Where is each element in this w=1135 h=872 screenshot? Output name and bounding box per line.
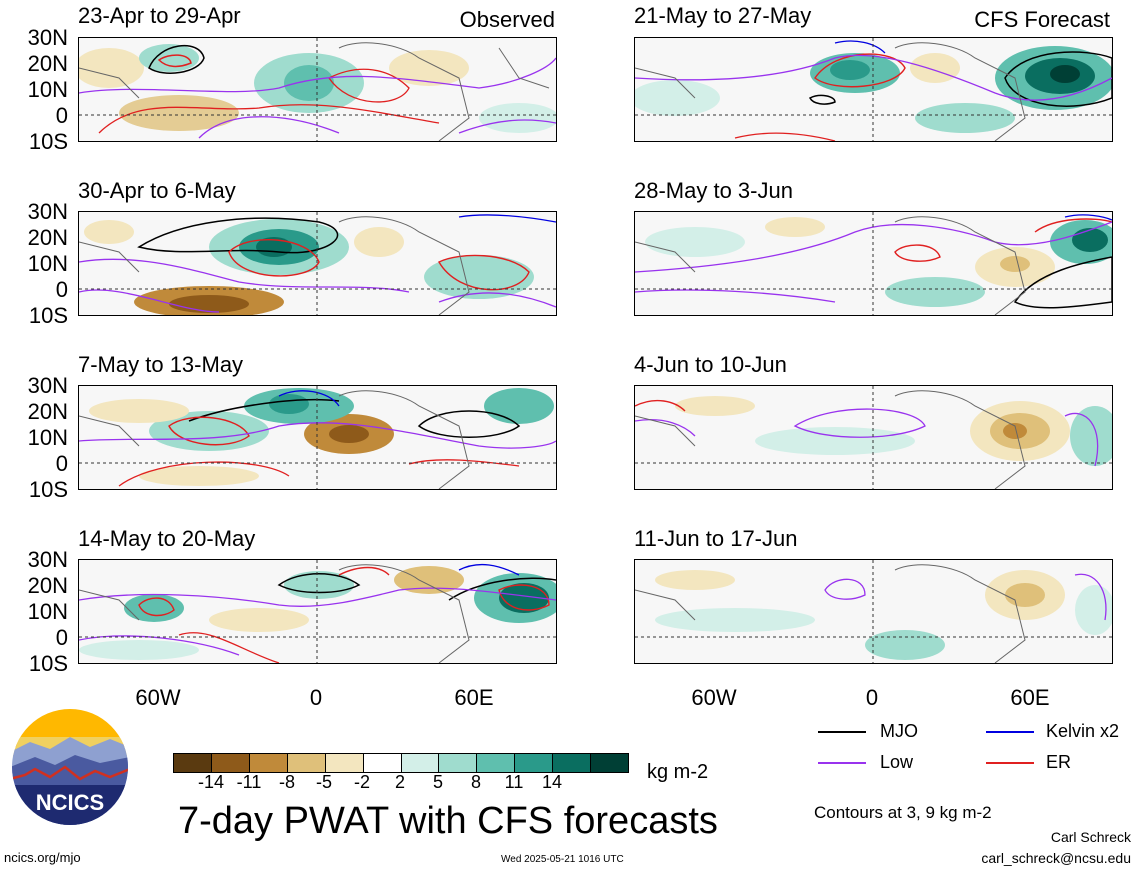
lon-label: 0 xyxy=(309,685,323,710)
colorbar-swatch xyxy=(248,754,287,772)
contours-note: Contours at 3, 9 kg m-2 xyxy=(814,803,992,822)
panel-title-5: 21-May to 27-May xyxy=(634,3,812,28)
lat-label: 30N xyxy=(27,373,68,398)
logo-emblem-icon: NCICS xyxy=(12,709,128,825)
footer-site-link[interactable]: ncics.org/mjo xyxy=(4,850,81,865)
legend-label-mjo: MJO xyxy=(880,721,918,741)
colorbar-tick-label: 8 xyxy=(470,772,481,792)
lat-label: 10N xyxy=(27,599,68,624)
map-plot xyxy=(635,386,1112,489)
lat-label: 10S xyxy=(28,303,68,328)
colorbar-swatch xyxy=(362,754,401,772)
panel-title-3: 7-May to 13-May xyxy=(78,352,244,377)
lat-label: 0 xyxy=(55,451,68,476)
colorbar-swatch xyxy=(210,754,249,772)
lat-label: 0 xyxy=(55,103,68,128)
colorbar-tick-label: 14 xyxy=(541,772,563,792)
colorbar-tick-label: -8 xyxy=(278,772,295,792)
lat-label: 10S xyxy=(28,651,68,676)
lon-label: 60W xyxy=(135,685,181,710)
lat-label: 10N xyxy=(27,251,68,276)
colorbar-tick-label: -5 xyxy=(315,772,332,792)
footer-author: Carl Schreck xyxy=(1050,829,1131,845)
lon-label: 0 xyxy=(865,685,879,710)
colorbar-swatch xyxy=(476,754,515,772)
legend-swatch-mjo xyxy=(818,731,866,733)
logo-text: NCICS xyxy=(36,790,104,815)
colorbar-tick-label: 2 xyxy=(394,772,405,792)
panel-title-2: 30-Apr to 6-May xyxy=(78,178,236,203)
colorbar-units: kg m-2 xyxy=(647,761,709,783)
map-panel-3 xyxy=(78,385,557,490)
map-plot xyxy=(79,38,556,141)
legend-swatch-low xyxy=(818,762,866,764)
colorbar-tick-label: -11 xyxy=(236,772,262,792)
panel-title-8: 11-Jun to 17-Jun xyxy=(634,526,798,551)
map-panel-4 xyxy=(78,559,557,664)
panel-title-4: 14-May to 20-May xyxy=(78,526,256,551)
map-panel-7 xyxy=(634,385,1113,490)
colorbar-tick-label: 11 xyxy=(504,772,524,792)
lat-label: 10S xyxy=(28,129,68,154)
lon-label: 60E xyxy=(454,685,494,710)
colorbar-tick-label: -2 xyxy=(353,772,370,792)
panel-title-6: 28-May to 3-Jun xyxy=(634,178,793,203)
lat-label: 10N xyxy=(27,77,68,102)
map-plot xyxy=(79,560,556,663)
colorbar-swatch xyxy=(286,754,325,772)
footer-email[interactable]: carl_schreck@ncsu.edu xyxy=(981,850,1131,866)
lat-label: 30N xyxy=(27,547,68,572)
colorbar-swatch xyxy=(590,754,629,772)
colorbar-swatch xyxy=(174,754,211,772)
lat-label: 0 xyxy=(55,277,68,302)
colorbar-swatch xyxy=(514,754,553,772)
map-panel-1 xyxy=(78,37,557,142)
lat-label: 0 xyxy=(55,625,68,650)
legend-label-low: Low xyxy=(880,752,914,772)
ncics-logo: NCICS xyxy=(10,707,130,827)
main-title: 7-day PWAT with CFS forecasts xyxy=(178,800,718,842)
lat-label: 10S xyxy=(28,477,68,502)
map-panel-5 xyxy=(634,37,1113,142)
map-plot xyxy=(79,212,556,315)
map-panel-8 xyxy=(634,559,1113,664)
panel-tag-forecast: CFS Forecast xyxy=(974,7,1110,32)
footer-timestamp: Wed 2025-05-21 1016 UTC xyxy=(501,854,624,865)
lat-label: 20N xyxy=(27,573,68,598)
colorbar xyxy=(173,753,629,773)
colorbar-swatch xyxy=(324,754,363,772)
panel-title-1: 23-Apr to 29-Apr xyxy=(78,3,241,28)
colorbar-swatch xyxy=(438,754,477,772)
colorbar-tick-label: -14 xyxy=(197,772,224,792)
lat-label: 30N xyxy=(27,25,68,50)
map-panel-6 xyxy=(634,211,1113,316)
map-plot xyxy=(635,560,1112,663)
colorbar-labels: -14 -11 -8 -5 -2 2 5 8 11 14 xyxy=(173,772,627,794)
legend-swatch-er xyxy=(986,762,1034,764)
colorbar-tick-label: 5 xyxy=(432,772,443,792)
lat-label: 10N xyxy=(27,425,68,450)
colorbar-swatch xyxy=(400,754,439,772)
lon-label: 60E xyxy=(1010,685,1050,710)
map-plot xyxy=(635,212,1112,315)
map-plot xyxy=(635,38,1112,141)
panel-title-7: 4-Jun to 10-Jun xyxy=(634,352,787,377)
legend-label-er: ER xyxy=(1046,752,1072,772)
legend-swatch-kelvin xyxy=(986,731,1034,733)
lat-label: 20N xyxy=(27,51,68,76)
lon-label: 60W xyxy=(691,685,737,710)
legend-label-kelvin: Kelvin x2 xyxy=(1046,721,1120,741)
lat-label: 20N xyxy=(27,399,68,424)
panel-tag-observed: Observed xyxy=(459,7,555,32)
map-plot xyxy=(79,386,556,489)
lat-label: 20N xyxy=(27,225,68,250)
colorbar-swatch xyxy=(552,754,591,772)
lat-label: 30N xyxy=(27,199,68,224)
map-panel-2 xyxy=(78,211,557,316)
